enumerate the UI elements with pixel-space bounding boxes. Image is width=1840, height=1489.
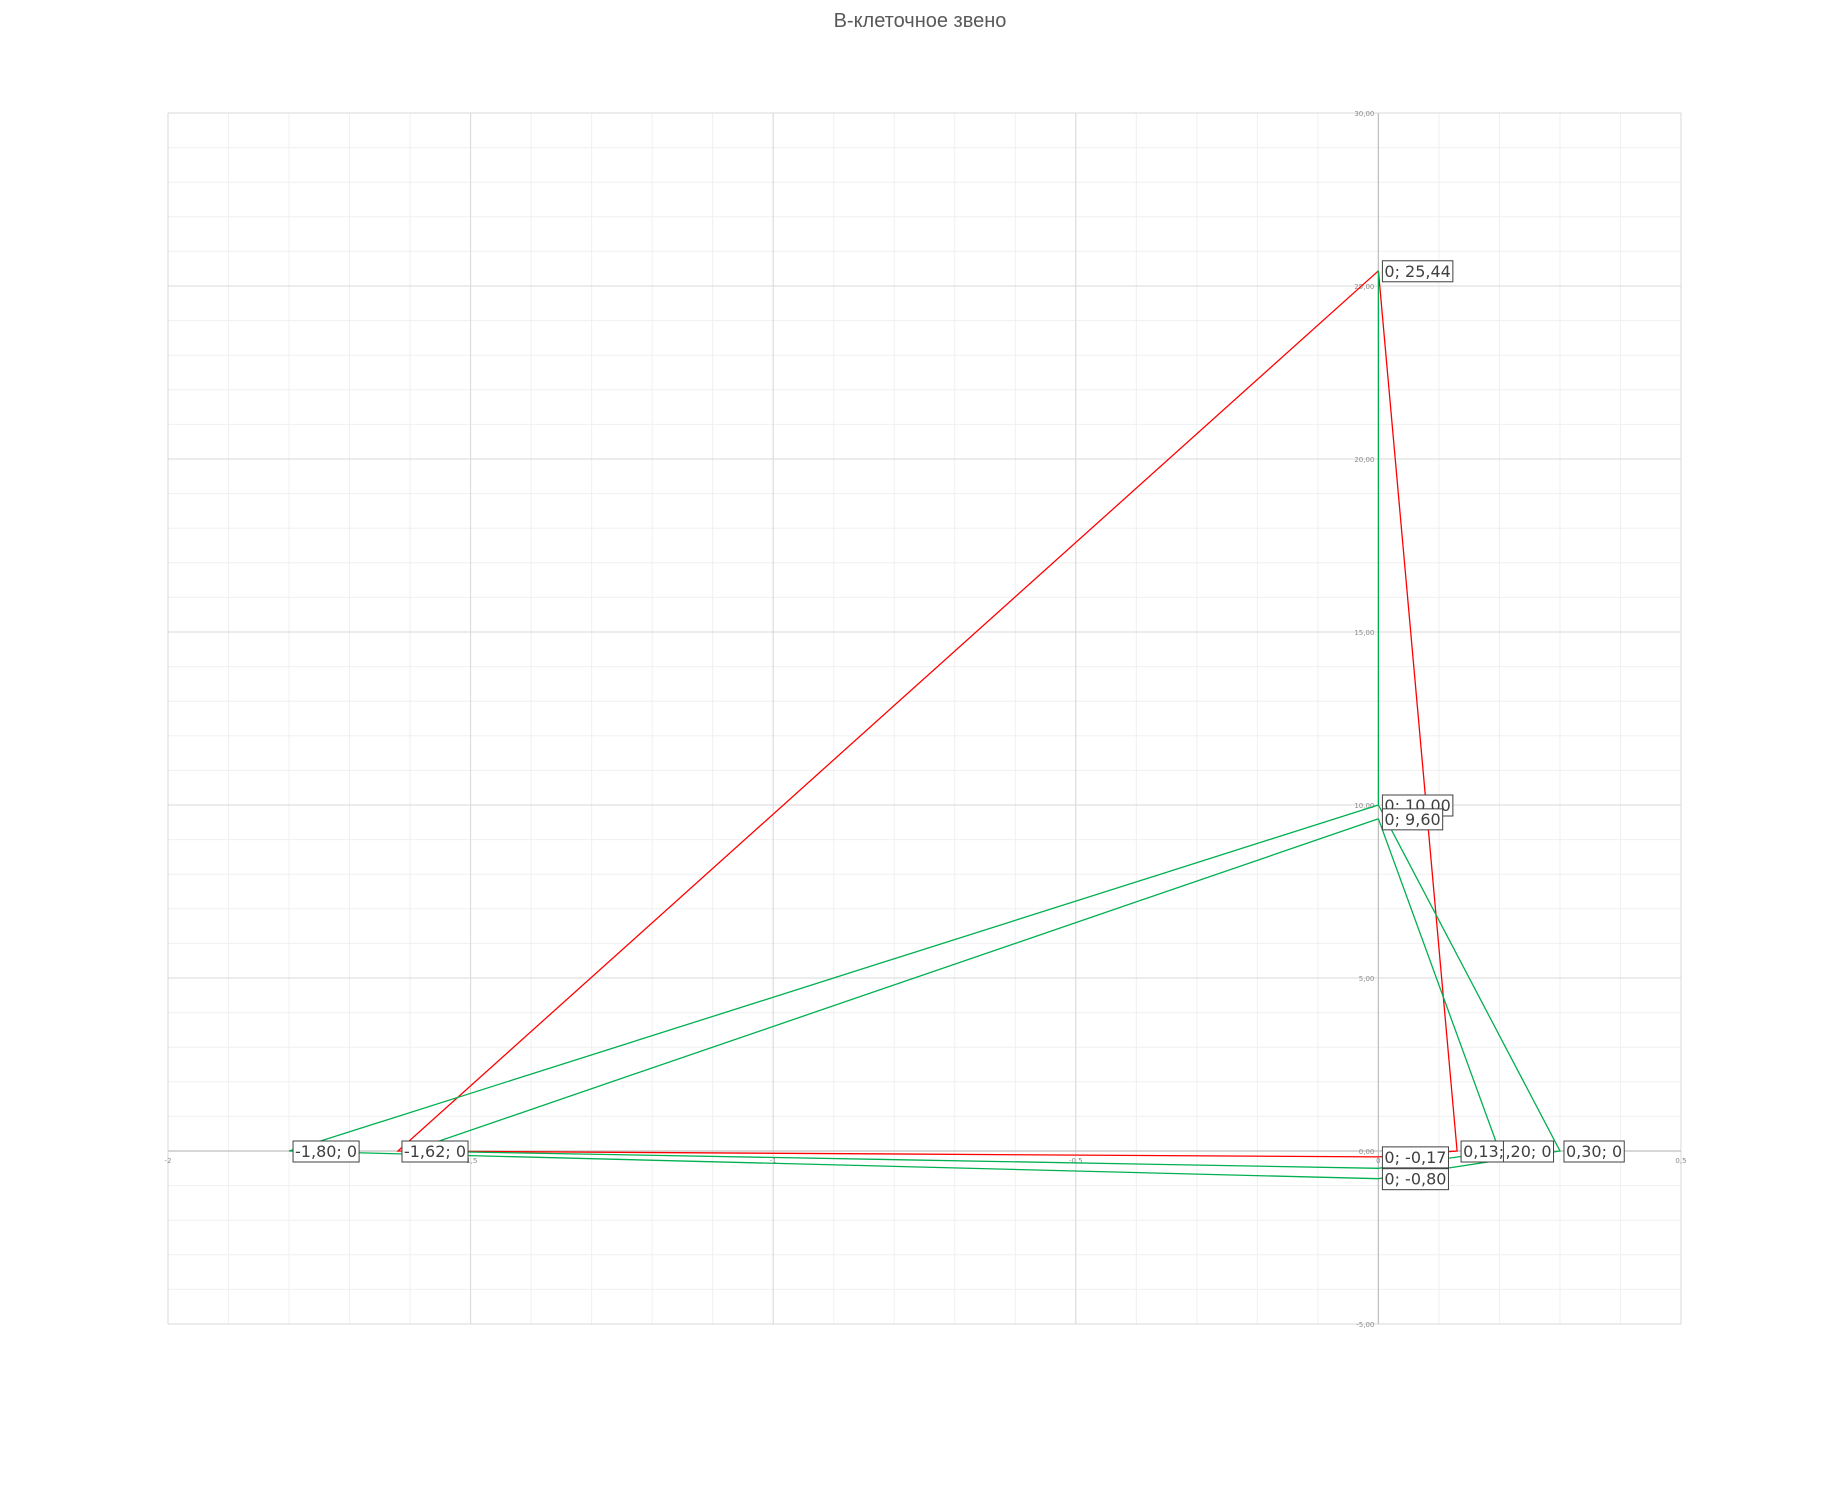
x-tick-label: -1,5: [464, 1157, 478, 1165]
data-labels: 0; 25,440; 10,000; 9,600; -0,170; -0,80-…: [292, 260, 1625, 1191]
data-label-box: [1381, 1146, 1449, 1169]
data-label-box: [1502, 1140, 1555, 1163]
data-label-text: -1,80; 0: [295, 1142, 357, 1161]
data-label-text: -1,62; 0: [404, 1142, 466, 1161]
data-label-text: 0; -0,17: [1384, 1148, 1446, 1167]
data-label: 0; -0,17: [1381, 1146, 1449, 1169]
y-tick-label: 5,00: [1359, 975, 1375, 983]
axes: [168, 113, 1681, 1324]
tick-labels: -2 -1,5 -1 -0,5 0 0,5 30,00 25,00 20,00 15,00 10,0…: [165, 110, 1687, 1329]
major-gridlines: [167, 112, 1682, 1325]
x-tick-label: 0,5: [1675, 1157, 1686, 1165]
y-tick-label: 30,00: [1354, 110, 1374, 118]
data-label-text: 0,30; 0: [1566, 1142, 1622, 1161]
series-line-3: [409, 818, 1501, 1169]
data-label-text: 0; 9,60: [1384, 810, 1440, 829]
data-label: 0,30; 0: [1563, 1140, 1625, 1163]
x-tick-label: -1: [770, 1157, 777, 1165]
data-label-box: [1381, 260, 1454, 283]
series-line-2: [288, 270, 1561, 1180]
data-label: -1,62; 0: [401, 1140, 469, 1163]
y-tick-label: 20,00: [1354, 456, 1374, 464]
data-label-box: [1381, 808, 1444, 831]
data-label-box: [292, 1140, 360, 1163]
y-tick-label: 0,00: [1359, 1148, 1375, 1156]
series-line-1: [396, 270, 1458, 1158]
data-label-text: ,20; 0: [1505, 1142, 1551, 1161]
data-label: ,20; 0: [1502, 1140, 1555, 1163]
x-tick-label: -2: [165, 1157, 172, 1165]
data-label-box: [401, 1140, 469, 1163]
data-label-text: 0; -0,80: [1384, 1170, 1446, 1189]
data-label: 0; 25,44: [1381, 260, 1454, 283]
data-label-box: [1563, 1140, 1625, 1163]
y-tick-label: 10,00: [1354, 802, 1374, 810]
x-tick-label: -0,5: [1069, 1157, 1083, 1165]
data-label: -1,80; 0: [292, 1140, 360, 1163]
minor-gridlines: [167, 112, 1682, 1325]
x-tick-label: 0: [1376, 1157, 1380, 1165]
data-label: 0; 9,60: [1381, 808, 1444, 831]
data-label: 0; -0,80: [1381, 1168, 1449, 1191]
y-tick-label: 25,00: [1354, 283, 1374, 291]
y-tick-label: -5,00: [1356, 1321, 1374, 1329]
y-tick-label: 15,00: [1354, 629, 1374, 637]
data-label-text: 0; 25,44: [1384, 262, 1450, 281]
chart-title: В-клеточное звено: [833, 10, 1007, 32]
series-lines: [288, 270, 1561, 1180]
data-label-box: [1381, 1168, 1449, 1191]
